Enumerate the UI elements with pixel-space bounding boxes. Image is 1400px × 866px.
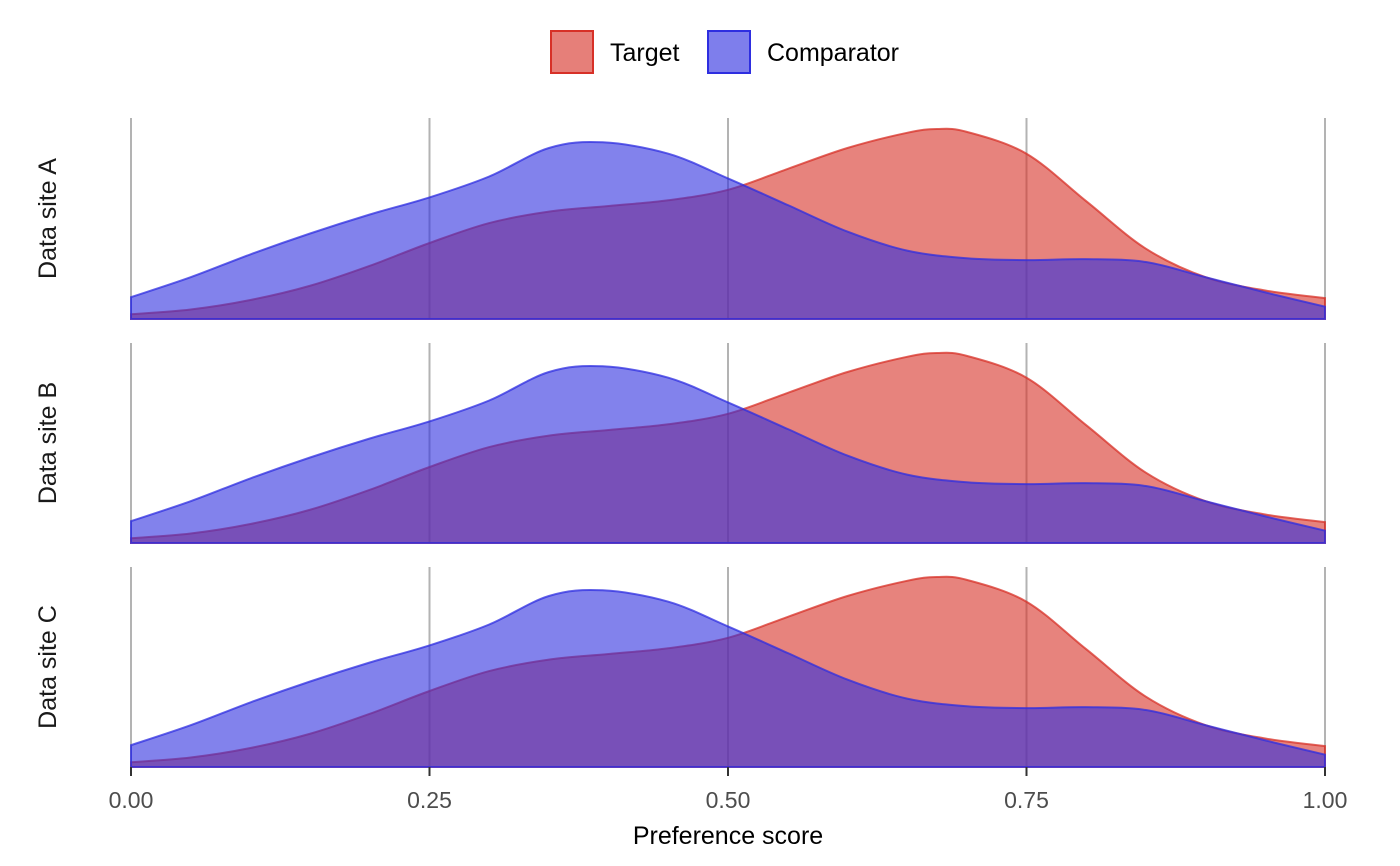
facet-label: Data site B (34, 382, 62, 504)
legend-key-comparator (707, 30, 751, 74)
legend-key-target (550, 30, 594, 74)
facet-label: Data site C (34, 605, 62, 729)
x-tick-label: 0.75 (1004, 787, 1049, 813)
facet-panel: Data site B (34, 343, 1326, 544)
x-tick-label: 0.50 (706, 787, 751, 813)
x-tick-label: 1.00 (1303, 787, 1348, 813)
x-tick-label: 0.25 (407, 787, 452, 813)
density-area-comparator (130, 140, 1326, 320)
x-tick-label: 0.00 (109, 787, 154, 813)
density-area-comparator (130, 588, 1326, 768)
legend-item-comparator: Comparator (707, 30, 899, 74)
x-axis: 0.00 0.25 0.50 0.75 1.00 Preference score (109, 767, 1348, 850)
facet-panel: Data site A (34, 118, 1326, 320)
facet-label: Data site A (34, 158, 62, 279)
facet-panel: Data site C (34, 567, 1326, 768)
legend-item-target: Target (550, 30, 680, 74)
facet-panels: Data site A Data site B Data site C (34, 118, 1326, 768)
legend-label-comparator: Comparator (767, 39, 899, 67)
density-area-comparator (130, 364, 1326, 544)
legend-label-target: Target (610, 39, 680, 67)
x-axis-title: Preference score (633, 822, 823, 850)
legend: Target Comparator (550, 30, 899, 74)
